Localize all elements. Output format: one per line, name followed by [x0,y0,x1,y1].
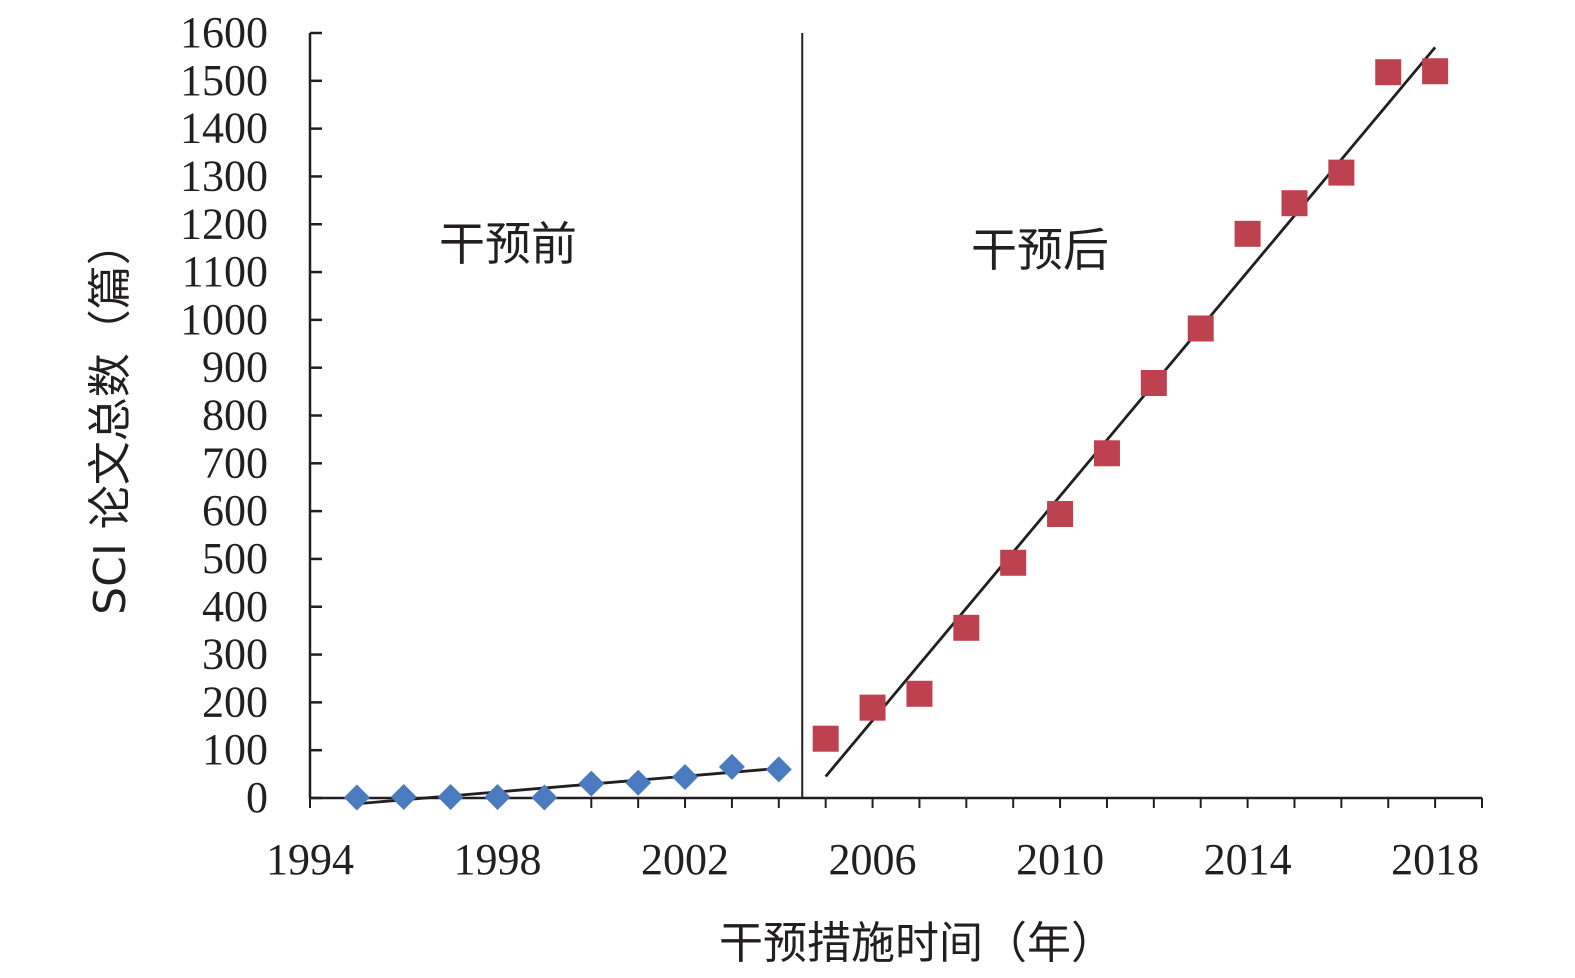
diamond-marker [578,770,605,797]
x-tick-label: 2010 [1016,835,1104,884]
square-marker [953,614,980,641]
y-tick-label: 300 [202,630,268,679]
diamond-marker [672,763,699,790]
square-marker [1234,220,1261,247]
y-tick-label: 100 [202,725,268,774]
diamond-marker [437,784,464,811]
square-marker [1140,369,1167,396]
x-tick-label: 1994 [266,835,354,884]
diamond-marker [531,784,558,811]
square-marker [812,725,839,752]
y-tick-label: 800 [202,391,268,440]
square-marker [1000,549,1027,576]
square-marker [1375,59,1402,86]
square-marker [1047,500,1074,527]
square-marker [1093,440,1120,467]
x-tick-label: 2014 [1204,835,1292,884]
x-tick-label: 1998 [454,835,542,884]
y-tick-label: 0 [246,773,268,822]
diamond-marker [484,784,511,811]
region-label-after: 干预后 [971,223,1109,277]
y-tick-label: 400 [202,582,268,631]
trend-lines [356,46,1437,806]
trend-line [356,766,779,806]
diamond-marker [765,756,792,783]
y-tick-label: 1300 [180,151,268,200]
diamond-marker [343,784,370,811]
diamond-marker [390,784,417,811]
region-label-before: 干预前 [439,217,577,271]
y-tick-label: 1200 [180,199,268,248]
y-axis-title: SCI 论文总数（篇） [85,221,136,615]
trend-line [824,46,1437,778]
square-marker [906,680,933,707]
square-marker [1281,190,1308,217]
x-tick-label: 2006 [829,835,917,884]
x-tick-label: 2018 [1391,835,1479,884]
y-tick-label: 1000 [180,295,268,344]
y-tick-label: 1500 [180,56,268,105]
tick-labels: 0100200300400500600700800900100011001200… [180,8,1479,884]
y-tick-label: 200 [202,677,268,726]
y-tick-label: 500 [202,534,268,583]
diamond-marker [625,769,652,796]
y-tick-label: 600 [202,486,268,535]
y-tick-label: 1400 [180,104,268,153]
y-tick-label: 1100 [182,247,268,296]
square-marker [1328,159,1355,186]
square-marker [1187,315,1214,342]
y-tick-label: 700 [202,438,268,487]
axes [308,33,1482,800]
diamond-marker [718,753,745,780]
data-markers [343,58,1449,811]
y-tick-label: 900 [202,343,268,392]
y-tick-label: 1600 [180,8,268,57]
x-axis-title: 干预措施时间（年） [719,918,1115,969]
x-tick-label: 2002 [641,835,729,884]
square-marker [859,694,886,721]
square-marker [1422,58,1449,85]
